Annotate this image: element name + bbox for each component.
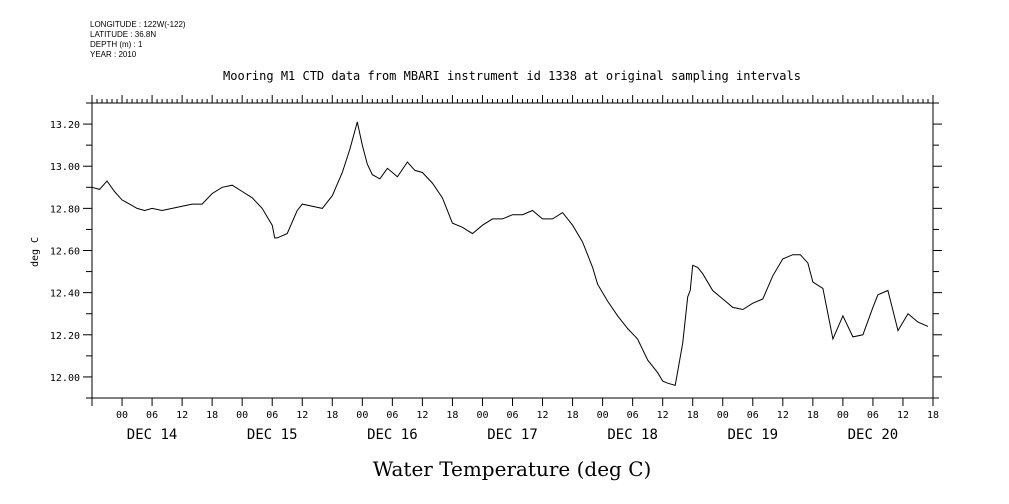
- year-text: YEAR : 2010: [90, 50, 137, 59]
- x-day-label: DEC 17: [487, 427, 538, 443]
- x-hour-label: 00: [597, 410, 609, 421]
- series-group: [91, 121, 929, 387]
- y-tick-label: 12.20: [50, 331, 80, 342]
- chart-title: Mooring M1 CTD data from MBARI instrumen…: [223, 69, 801, 83]
- x-hour-label: 00: [116, 410, 128, 421]
- x-axis: 00 06 12 18 00 06 12 18 00 06 12 18 00 06 12 18 00 06 12 18…: [91, 95, 939, 443]
- series-line-water-temperature: [91, 121, 929, 387]
- x-hour-label: 06: [146, 410, 158, 421]
- x-hour-label: 12: [296, 410, 308, 421]
- x-axis-title: Water Temperature (deg C): [373, 457, 652, 481]
- x-hour-label: 18: [927, 410, 939, 421]
- longitude-text: LONGITUDE : 122W(-122): [90, 20, 186, 29]
- x-day-label: DEC 19: [727, 427, 778, 443]
- y-tick-label: 12.00: [50, 373, 80, 384]
- y-axis-label: deg C: [30, 237, 41, 267]
- y-tick-label: 12.60: [50, 247, 80, 258]
- x-hour-label: 18: [206, 410, 218, 421]
- x-hour-label: 06: [266, 410, 278, 421]
- x-hour-label: 00: [236, 410, 248, 421]
- x-hour-label: 18: [807, 410, 819, 421]
- y-axis: 12.00 12.20 12.40 12.60 12.80 13.00 13.20: [50, 102, 942, 399]
- y-tick-label: 12.40: [50, 289, 80, 300]
- y-tick-label: 13.00: [50, 162, 80, 173]
- plot-frame: [91, 102, 934, 399]
- x-hour-label: 00: [837, 410, 849, 421]
- x-day-label: DEC 14: [127, 427, 178, 443]
- x-day-label: DEC 15: [247, 427, 298, 443]
- x-hour-label: 06: [867, 410, 879, 421]
- x-hour-label: 00: [356, 410, 368, 421]
- x-hour-label: 06: [747, 410, 759, 421]
- latitude-text: LATITUDE : 36.8N: [90, 30, 157, 39]
- x-day-label: DEC 16: [367, 427, 418, 443]
- x-hour-label: 18: [326, 410, 338, 421]
- x-hour-label: 12: [777, 410, 789, 421]
- depth-text: DEPTH (m) : 1: [90, 40, 143, 49]
- x-hour-label: 12: [176, 410, 188, 421]
- x-day-label: DEC 18: [607, 427, 658, 443]
- x-hour-label: 00: [476, 410, 488, 421]
- x-hour-label: 06: [386, 410, 398, 421]
- metadata-block: LONGITUDE : 122W(-122) LATITUDE : 36.8N …: [90, 20, 186, 60]
- x-hour-label: 12: [416, 410, 428, 421]
- x-hour-label: 06: [506, 410, 518, 421]
- x-hour-label: 18: [446, 410, 458, 421]
- x-hour-label: 12: [657, 410, 669, 421]
- x-hour-label: 18: [567, 410, 579, 421]
- x-hour-label: 12: [897, 410, 909, 421]
- x-day-label: DEC 20: [848, 427, 899, 443]
- x-hour-label: 18: [687, 410, 699, 421]
- x-hour-label: 06: [627, 410, 639, 421]
- x-hour-label: 00: [717, 410, 729, 421]
- y-tick-label: 12.80: [50, 204, 80, 215]
- y-tick-label: 13.20: [50, 120, 80, 131]
- x-hour-label: 12: [537, 410, 549, 421]
